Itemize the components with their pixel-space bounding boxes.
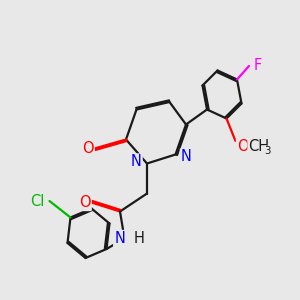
Text: O: O [79, 195, 91, 210]
Text: F: F [254, 58, 262, 74]
Text: O: O [237, 139, 249, 154]
Text: Cl: Cl [30, 194, 44, 208]
Text: O: O [82, 141, 94, 156]
Text: N: N [131, 154, 142, 169]
Text: CH: CH [248, 139, 269, 154]
Text: H: H [134, 231, 145, 246]
Text: 3: 3 [264, 146, 271, 156]
Text: N: N [114, 231, 125, 246]
Text: N: N [181, 149, 192, 164]
